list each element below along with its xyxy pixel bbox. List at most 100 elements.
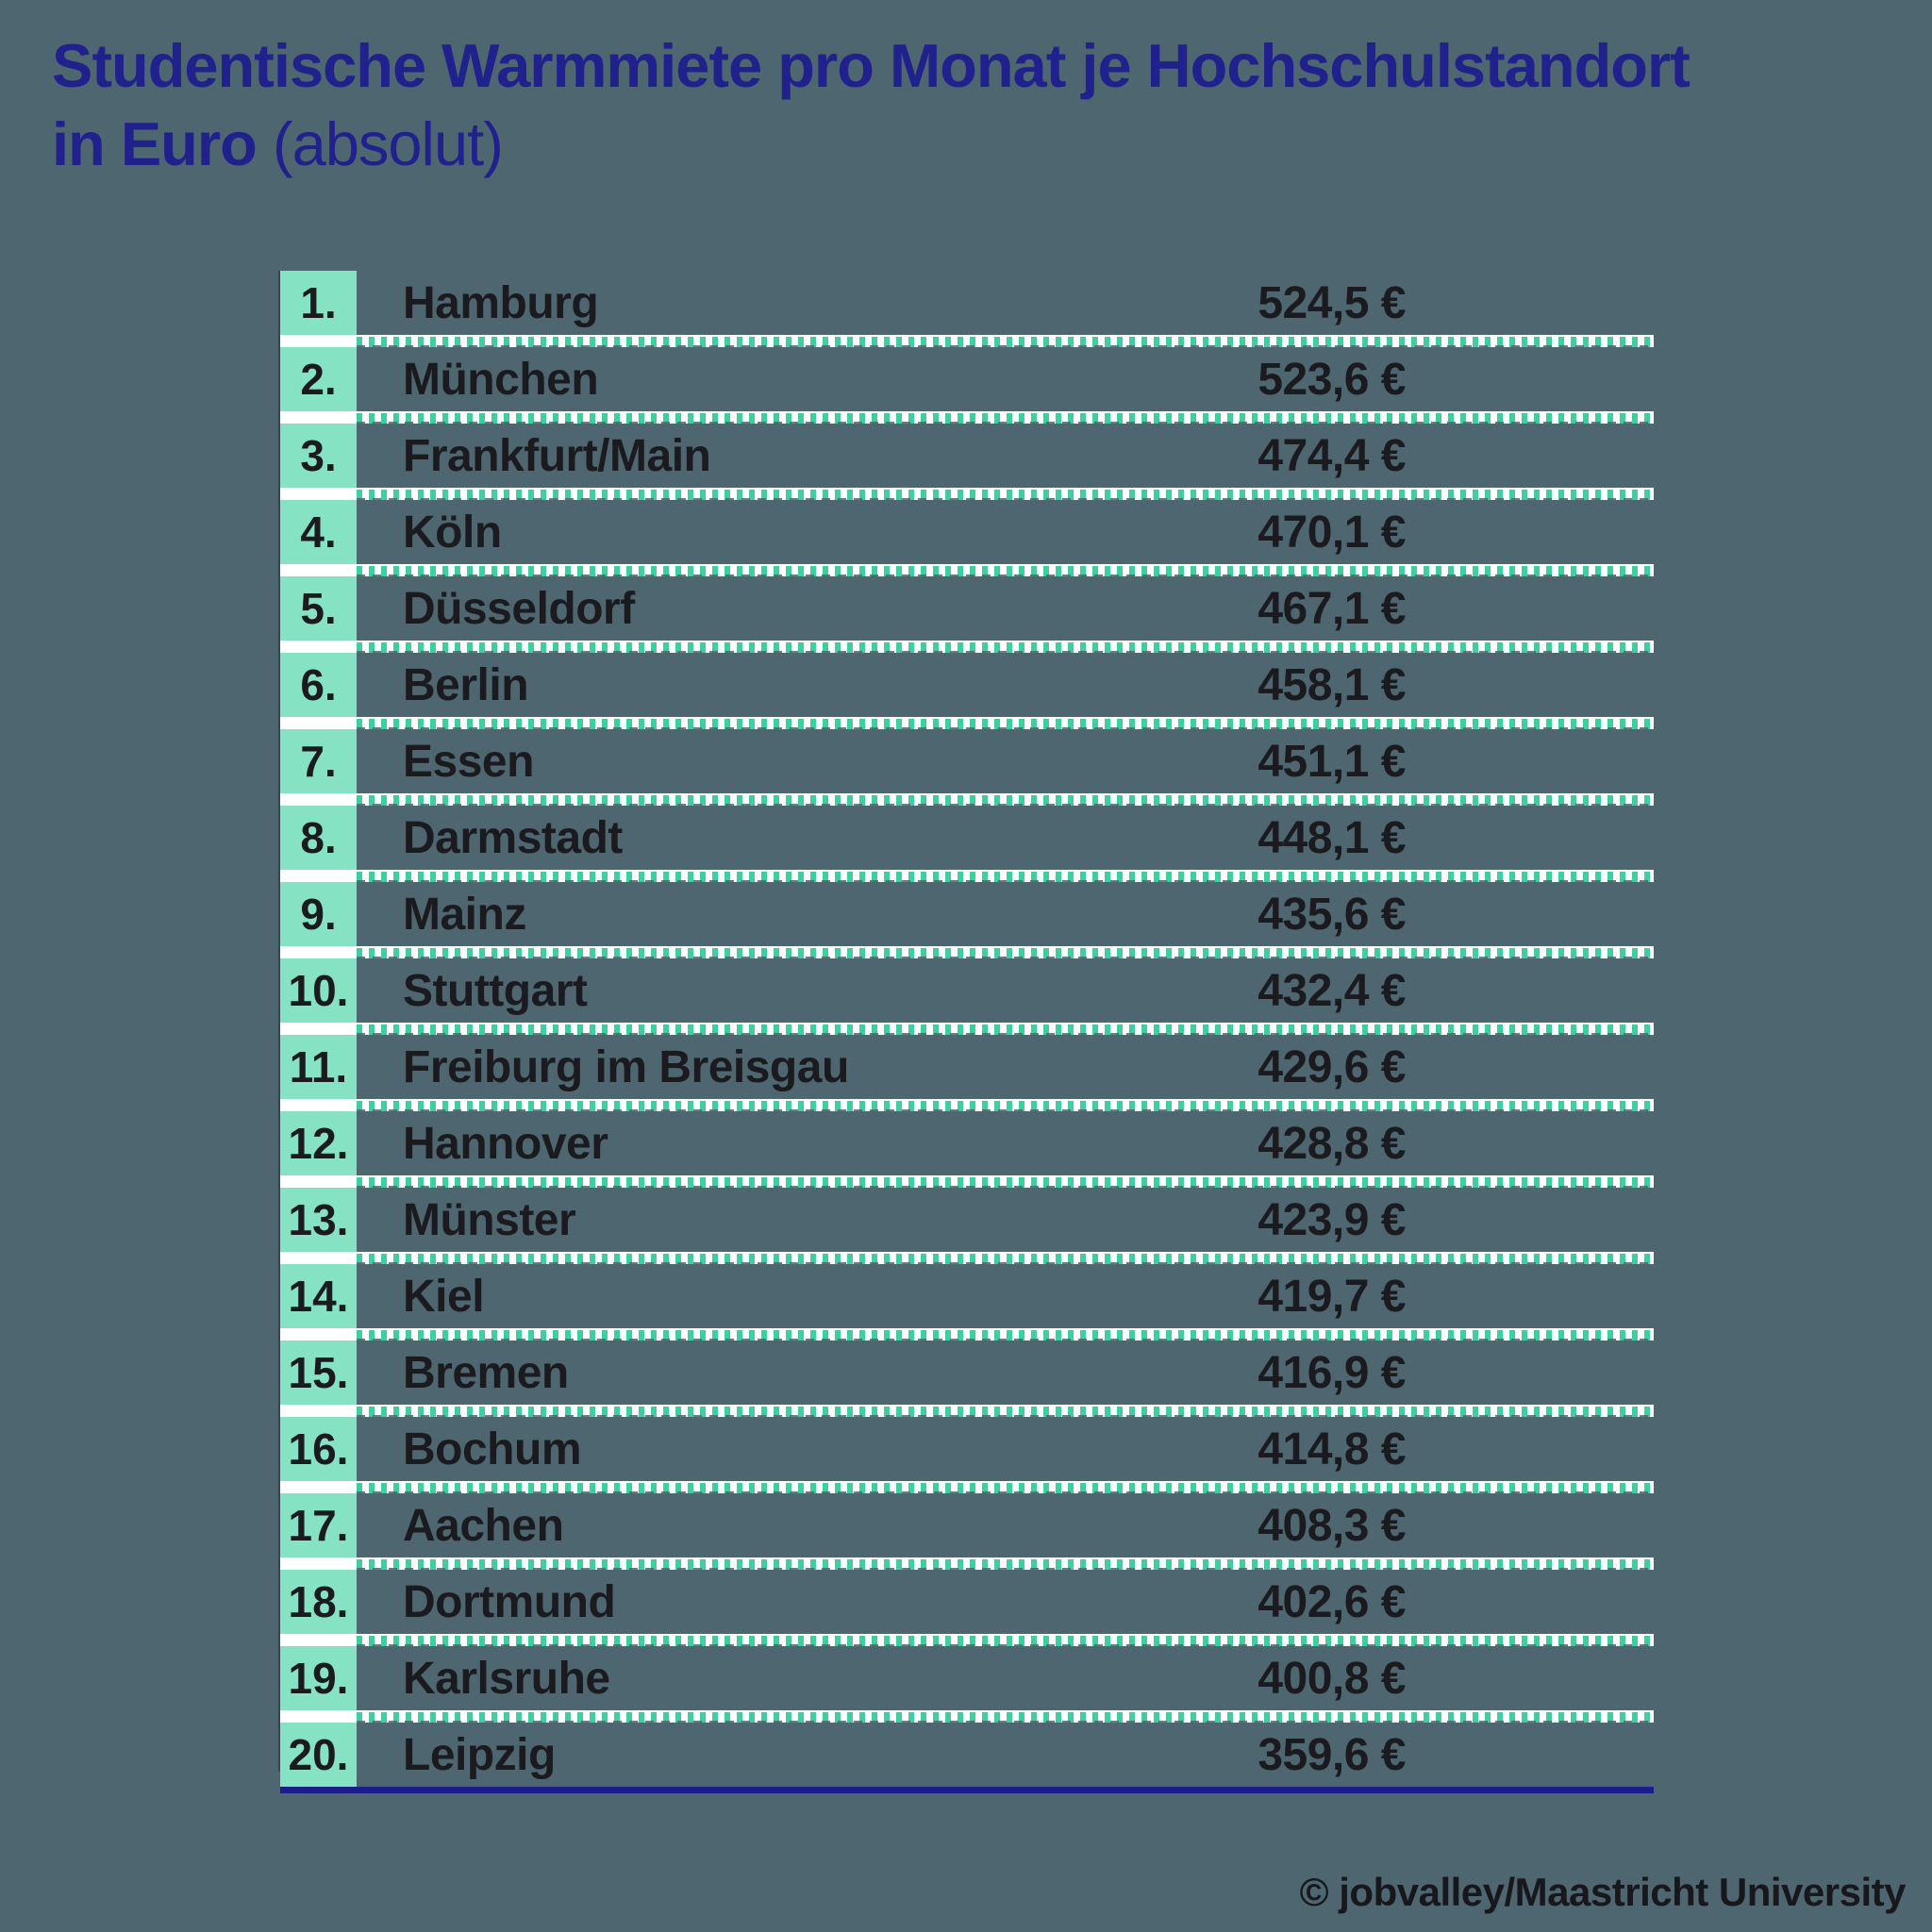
rank-cell: 4. [280,500,357,564]
rank-cell: 1. [280,271,357,335]
row-separator [280,1634,1654,1646]
rent-value: 523,6 € [1257,354,1406,405]
city-label: Berlin [403,659,529,710]
row-separator [280,641,1654,653]
table-row: 9. Mainz 435,6 € [280,882,1654,946]
row-separator-rank-gap [280,1252,357,1264]
row-separator-dashes [357,1175,1654,1188]
row-separator-dashes [357,1023,1654,1035]
city-label: Düsseldorf [403,583,635,634]
row-separator-dashes [357,641,1654,653]
rank-label: 20. [288,1730,349,1779]
row-separator [280,1710,1654,1723]
row-separator [280,411,1654,424]
row-separator-dashes [357,1252,1654,1264]
row-separator [280,564,1654,576]
rent-value: 400,8 € [1257,1653,1406,1704]
source-credit: © jobvalley/Maastricht University [1299,1870,1907,1914]
row-separator [280,1023,1654,1035]
title-line2-bold: in Euro [52,109,258,179]
city-label: Stuttgart [403,965,588,1016]
table-row: 2. München 523,6 € [280,347,1654,411]
row-separator [280,488,1654,500]
row-separator [280,793,1654,806]
rank-cell: 2. [280,347,357,411]
rank-cell: 16. [280,1417,357,1481]
rank-label: 9. [300,890,337,939]
page-title: Studentische Warmmiete pro Monat je Hoch… [52,26,1882,183]
city-label: Freiburg im Breisgau [403,1041,849,1092]
table-row: 14. Kiel 419,7 € [280,1264,1654,1328]
row-separator-dashes [357,1634,1654,1646]
rank-label: 4. [300,508,337,557]
table-row: 18. Dortmund 402,6 € [280,1570,1654,1634]
row-separator-rank-gap [280,1175,357,1188]
table-row: 17. Aachen 408,3 € [280,1493,1654,1557]
rank-label: 13. [288,1195,349,1244]
rank-cell: 18. [280,1570,357,1634]
rank-label: 18. [288,1577,349,1626]
rank-cell: 20. [280,1723,357,1787]
ranking-table: 1. Hamburg 524,5 € 2. München 523,6 € 3. Frankf… [278,271,1654,1793]
city-label: Darmstadt [403,812,623,863]
rent-value: 451,1 € [1257,736,1406,787]
row-separator-dashes [357,411,1654,424]
rent-value: 448,1 € [1257,812,1406,863]
rank-cell: 8. [280,806,357,870]
table-row: 5. Düsseldorf 467,1 € [280,576,1654,641]
rank-label: 3. [300,431,337,480]
ranking-table-rows: 1. Hamburg 524,5 € 2. München 523,6 € 3. Frankf… [280,271,1654,1787]
row-separator-dashes [357,1405,1654,1417]
table-row: 20. Leipzig 359,6 € [280,1723,1654,1787]
row-separator-dashes [357,1099,1654,1111]
city-label: Bremen [403,1347,569,1398]
rent-value: 429,6 € [1257,1041,1406,1092]
rank-cell: 10. [280,958,357,1023]
row-separator [280,1328,1654,1341]
row-separator-dashes [357,793,1654,806]
rank-label: 12. [288,1119,349,1168]
row-separator [280,1481,1654,1493]
rank-label: 5. [300,584,337,633]
row-separator-rank-gap [280,488,357,500]
row-separator [280,1175,1654,1188]
row-separator-dashes [357,564,1654,576]
rank-label: 2. [300,355,337,404]
rent-value: 458,1 € [1257,659,1406,710]
rent-value: 416,9 € [1257,1347,1406,1398]
row-separator-dashes [357,1481,1654,1493]
rent-value: 359,6 € [1257,1729,1406,1780]
rank-label: 15. [288,1348,349,1397]
row-separator-dashes [357,946,1654,958]
table-left-edge [278,271,280,1772]
rent-value: 524,5 € [1257,277,1406,328]
table-row: 13. Münster 423,9 € [280,1188,1654,1252]
city-label: Essen [403,736,534,787]
rank-cell: 15. [280,1341,357,1405]
row-separator-rank-gap [280,793,357,806]
rank-cell: 11. [280,1035,357,1099]
rent-value: 467,1 € [1257,583,1406,634]
city-label: München [403,354,599,405]
table-row: 7. Essen 451,1 € [280,729,1654,793]
city-label: Münster [403,1194,576,1245]
table-row: 10. Stuttgart 432,4 € [280,958,1654,1023]
row-separator-rank-gap [280,564,357,576]
city-label: Karlsruhe [403,1653,610,1704]
row-separator [280,946,1654,958]
table-row: 16. Bochum 414,8 € [280,1417,1654,1481]
rent-value: 423,9 € [1257,1194,1406,1245]
rank-label: 10. [288,966,349,1015]
row-separator-rank-gap [280,411,357,424]
city-label: Leipzig [403,1729,556,1780]
city-label: Mainz [403,889,526,940]
title-line1: Studentische Warmmiete pro Monat je Hoch… [52,31,1690,100]
row-separator-rank-gap [280,1328,357,1341]
rank-cell: 19. [280,1646,357,1710]
table-row: 19. Karlsruhe 400,8 € [280,1646,1654,1710]
row-separator [280,1557,1654,1570]
city-label: Frankfurt/Main [403,430,711,481]
row-separator-rank-gap [280,1557,357,1570]
rank-label: 8. [300,813,337,862]
row-separator-dashes [357,1557,1654,1570]
